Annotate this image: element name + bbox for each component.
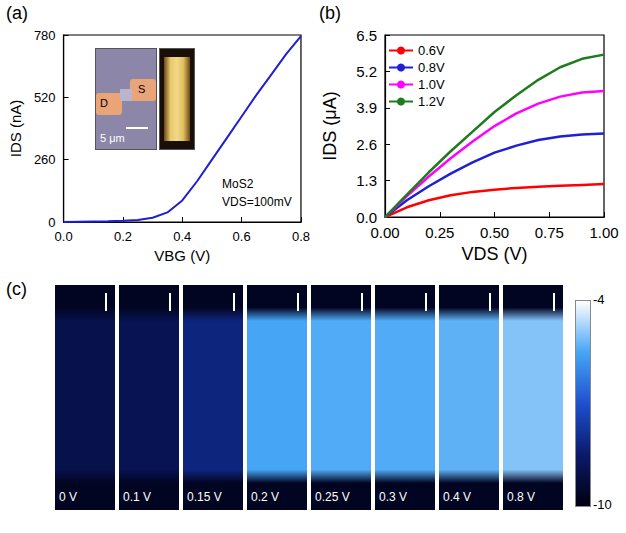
svg-text:0.6V: 0.6V [418, 43, 445, 58]
svg-text:1.2V: 1.2V [418, 94, 445, 109]
svg-text:1.0V: 1.0V [418, 77, 445, 92]
svg-text:520: 520 [34, 90, 56, 105]
svg-text:260: 260 [34, 152, 56, 167]
html-text:S: S [138, 83, 146, 95]
svg-text:VDS (V): VDS (V) [461, 244, 527, 264]
html-text:-4: -4 [593, 292, 605, 307]
svg-text:VBG (V): VBG (V) [154, 247, 210, 264]
svg-text:780: 780 [34, 28, 56, 43]
svg-text:0.8V: 0.8V [418, 60, 445, 75]
svg-text:0.75: 0.75 [535, 224, 564, 241]
svg-text:0.0: 0.0 [55, 229, 73, 244]
html-text:5 μm: 5 μm [100, 132, 125, 144]
svg-text:0.6: 0.6 [233, 229, 251, 244]
svg-text:MoS2: MoS2 [222, 177, 254, 191]
html-text:(b): (b) [319, 3, 341, 23]
html-text:(c): (c) [6, 279, 27, 299]
svg-text:VDS=100mV: VDS=100mV [222, 195, 292, 209]
svg-text:0.2: 0.2 [114, 229, 132, 244]
svg-text:3.9: 3.9 [356, 99, 377, 116]
svg-text:IDS (μA): IDS (μA) [320, 91, 340, 160]
svg-text:0.4: 0.4 [173, 229, 191, 244]
svg-text:1.00: 1.00 [589, 224, 618, 241]
html-text:(a): (a) [6, 3, 28, 23]
html-text:-10: -10 [593, 497, 612, 512]
svg-text:0.25: 0.25 [425, 224, 454, 241]
svg-text:0: 0 [48, 215, 55, 230]
svg-text:0.8: 0.8 [292, 229, 310, 244]
html-text:D: D [100, 97, 108, 109]
svg-text:0.00: 0.00 [370, 224, 399, 241]
svg-text:5.2: 5.2 [356, 63, 377, 80]
html-text:0 V: 0 V [59, 490, 77, 504]
html-text:0.15 V: 0.15 V [187, 490, 222, 504]
html-text:0.3 V: 0.3 V [379, 490, 407, 504]
html-text:0.1 V: 0.1 V [123, 490, 151, 504]
html-text:0.4 V: 0.4 V [443, 490, 471, 504]
html-text:0.2 V: 0.2 V [251, 490, 279, 504]
svg-text:1.3: 1.3 [356, 172, 377, 189]
svg-text:2.6: 2.6 [356, 136, 377, 153]
svg-text:IDS (nA): IDS (nA) [7, 100, 24, 158]
svg-text:6.5: 6.5 [356, 27, 377, 44]
html-text:0.8 V: 0.8 V [507, 490, 535, 504]
html-text:0.25 V: 0.25 V [315, 490, 350, 504]
svg-text:0.50: 0.50 [480, 224, 509, 241]
svg-text:0.0: 0.0 [356, 209, 377, 226]
